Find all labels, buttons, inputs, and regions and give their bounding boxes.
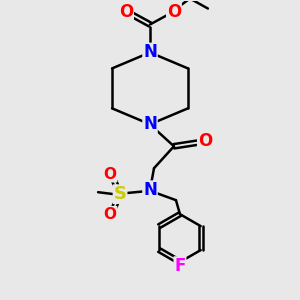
Text: O: O	[167, 2, 181, 20]
Text: S: S	[114, 185, 127, 203]
Text: F: F	[174, 257, 186, 275]
Text: O: O	[103, 167, 117, 182]
Text: O: O	[198, 132, 212, 150]
Text: N: N	[143, 115, 157, 133]
Text: O: O	[103, 207, 117, 222]
Text: N: N	[143, 44, 157, 62]
Text: N: N	[143, 181, 157, 199]
Text: O: O	[119, 2, 133, 20]
